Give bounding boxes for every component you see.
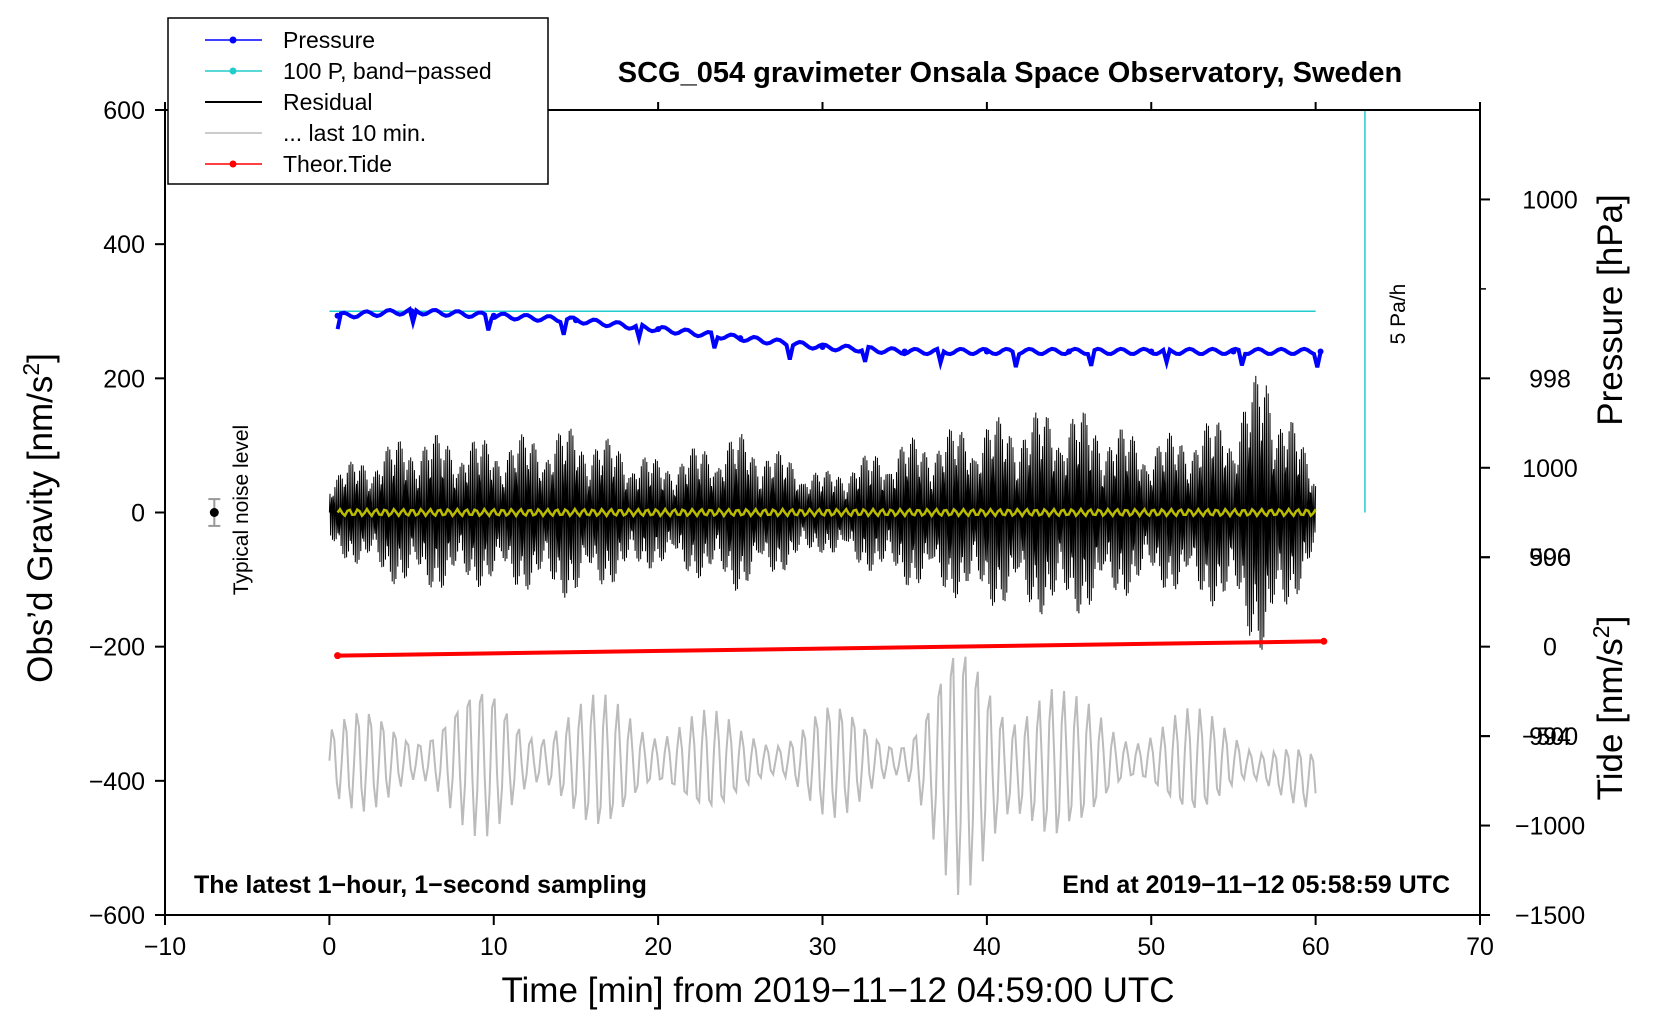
legend-swatch-dot — [229, 160, 237, 168]
pressure-point — [983, 348, 990, 355]
tide-tick-label: 1000 — [1522, 455, 1578, 483]
tide-point — [1320, 637, 1328, 645]
pressure-point — [901, 348, 908, 355]
latest-hour-note: The latest 1−hour, 1−second sampling — [194, 871, 647, 899]
pressure-tick-label: 998 — [1529, 365, 1571, 393]
legend-label: 100 P, band−passed — [283, 58, 492, 84]
y-tick-label: −200 — [89, 634, 145, 662]
noise-level-label: Typical noise level — [230, 425, 253, 595]
pressure-tick-label: 994 — [1529, 723, 1571, 751]
legend-swatch-dot — [229, 67, 237, 75]
y-tick-label: 0 — [131, 500, 145, 528]
y-tick-label: 400 — [103, 231, 145, 259]
noise-level-point — [209, 508, 219, 517]
y-axis-label-main: Obs’d Gravity [nm/s — [21, 376, 60, 683]
tide-point — [334, 652, 342, 660]
y-axis-label-sup: 2 — [18, 363, 44, 376]
pressure-point — [572, 317, 579, 324]
x-tick-label: 50 — [1137, 933, 1165, 961]
residual-series — [328, 375, 1317, 650]
pressure-series — [335, 305, 1323, 371]
theoretical-tide-series — [337, 639, 1324, 658]
legend-swatch-dot — [229, 36, 237, 44]
series-layer — [208, 110, 1366, 896]
pressure-point — [1230, 348, 1237, 355]
rate-label: 5 Pa/h — [1387, 284, 1410, 345]
legend-label: ... last 10 min. — [283, 120, 426, 146]
end-time-note: End at 2019−11−12 05:58:59 UTC — [1062, 871, 1450, 899]
x-axis-label: Time [min] from 2019−11−12 04:59:00 UTC — [501, 971, 1174, 1010]
x-tick-label: 40 — [973, 933, 1001, 961]
tide-axis-label-main: Tide [nm/s — [1591, 638, 1630, 800]
x-tick-label: 30 — [809, 933, 837, 961]
y-tick-label: 200 — [103, 365, 145, 393]
tide-axis-label-sup: 2 — [1588, 625, 1614, 638]
legend-label: Residual — [283, 89, 373, 115]
legend-label: Theor.Tide — [283, 151, 392, 177]
tide-tick-label: 500 — [1529, 544, 1571, 572]
y-tick-label: −600 — [89, 902, 145, 930]
axes-layer: −10 0 10 20 30 40 50 60 70 −600 −400 −200 0 200 400 600… — [89, 97, 1585, 961]
tide-tick-label: −500 — [1522, 723, 1578, 751]
pressure-point — [334, 312, 341, 319]
tide-tick-label: −1000 — [1515, 813, 1585, 841]
y-axis-label: Obs’d Gravity [nm/s2] — [18, 353, 60, 683]
tide-axis-label-close: ] — [1591, 616, 1630, 626]
pressure-axis-label: Pressure [hPa] — [1591, 194, 1630, 426]
tide-tick-label: 0 — [1543, 634, 1557, 662]
y-tick-label: 600 — [103, 97, 145, 125]
legend-label: Pressure — [283, 27, 375, 53]
pressure-point — [1148, 348, 1155, 355]
x-tick-label: 10 — [480, 933, 508, 961]
x-tick-label: 60 — [1302, 933, 1330, 961]
pressure-point — [1066, 348, 1073, 355]
pressure-point — [408, 308, 415, 315]
y-axis-label-close: ] — [21, 353, 60, 363]
legend: Pressure 100 P, band−passed Residual ... la… — [167, 17, 549, 185]
x-tick-label: 0 — [322, 933, 336, 961]
x-tick-label: −10 — [144, 933, 186, 961]
y-tick-label: −400 — [89, 768, 145, 796]
pressure-point — [490, 312, 497, 319]
pressure-point — [1317, 348, 1324, 355]
tide-tick-label: −1500 — [1515, 902, 1585, 930]
pressure-point — [737, 335, 744, 342]
chart-title: SCG_054 gravimeter Onsala Space Observat… — [618, 57, 1402, 89]
filtered-residual-series — [336, 506, 1317, 519]
pressure-tick-label: 996 — [1529, 544, 1571, 572]
tide-axis-label: Tide [nm/s2] — [1588, 616, 1630, 801]
pressure-point — [819, 344, 826, 351]
x-tick-label: 20 — [644, 933, 672, 961]
x-tick-label: 70 — [1466, 933, 1494, 961]
pressure-tick-label: 1000 — [1522, 186, 1578, 214]
last-10-min-series — [328, 656, 1317, 896]
pressure-point — [655, 326, 662, 333]
